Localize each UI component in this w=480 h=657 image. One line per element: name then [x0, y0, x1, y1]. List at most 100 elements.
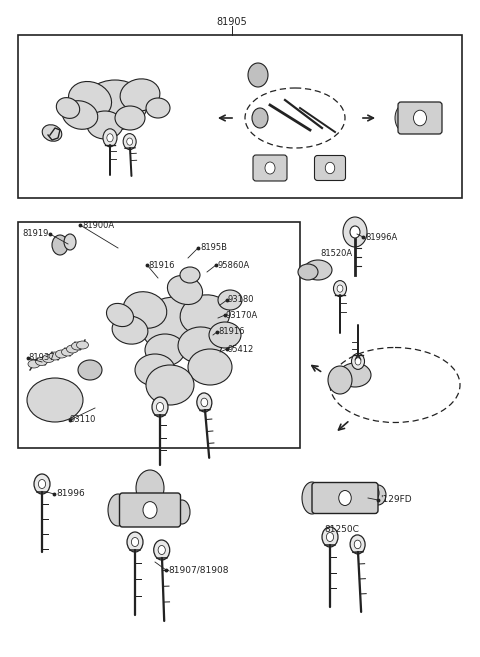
Ellipse shape	[355, 358, 361, 365]
Ellipse shape	[413, 110, 427, 125]
Ellipse shape	[34, 474, 50, 494]
Ellipse shape	[107, 304, 133, 327]
Ellipse shape	[103, 129, 117, 147]
Ellipse shape	[154, 540, 170, 560]
Ellipse shape	[197, 393, 212, 412]
Ellipse shape	[72, 342, 84, 350]
Text: 93110: 93110	[70, 415, 96, 424]
Text: '129FD: '129FD	[380, 495, 412, 505]
Text: 81996A: 81996A	[365, 233, 397, 242]
Ellipse shape	[326, 533, 334, 541]
Text: 95860A: 95860A	[217, 260, 249, 269]
Ellipse shape	[123, 292, 167, 328]
Ellipse shape	[168, 275, 203, 305]
Ellipse shape	[28, 360, 40, 368]
Ellipse shape	[265, 162, 275, 174]
FancyBboxPatch shape	[312, 482, 378, 514]
Ellipse shape	[107, 134, 113, 142]
FancyBboxPatch shape	[120, 493, 180, 527]
Ellipse shape	[83, 80, 147, 130]
Ellipse shape	[339, 491, 351, 505]
Ellipse shape	[76, 341, 88, 349]
Text: 81520A: 81520A	[320, 248, 352, 258]
Ellipse shape	[127, 532, 143, 552]
Ellipse shape	[369, 486, 379, 500]
Ellipse shape	[140, 297, 210, 353]
Ellipse shape	[334, 281, 347, 296]
Ellipse shape	[180, 295, 230, 335]
Ellipse shape	[56, 98, 80, 118]
Ellipse shape	[370, 485, 386, 505]
FancyBboxPatch shape	[398, 102, 442, 134]
Ellipse shape	[304, 260, 332, 280]
Ellipse shape	[174, 500, 190, 524]
Ellipse shape	[146, 365, 194, 405]
Ellipse shape	[395, 104, 415, 132]
Text: 93180: 93180	[228, 296, 254, 304]
Ellipse shape	[252, 108, 268, 128]
Ellipse shape	[135, 354, 175, 386]
Ellipse shape	[343, 217, 367, 247]
Ellipse shape	[156, 403, 164, 411]
Ellipse shape	[115, 106, 145, 130]
Ellipse shape	[350, 226, 360, 238]
Ellipse shape	[218, 290, 242, 310]
Ellipse shape	[180, 267, 200, 283]
Text: 81919: 81919	[22, 229, 48, 238]
Ellipse shape	[56, 350, 68, 358]
Text: 95412: 95412	[228, 344, 254, 353]
Ellipse shape	[67, 345, 79, 353]
Ellipse shape	[209, 322, 241, 348]
Ellipse shape	[120, 79, 160, 111]
Ellipse shape	[36, 357, 48, 365]
FancyBboxPatch shape	[314, 156, 346, 181]
Ellipse shape	[132, 537, 139, 547]
Ellipse shape	[78, 360, 102, 380]
Ellipse shape	[328, 366, 352, 394]
Ellipse shape	[201, 398, 208, 407]
Ellipse shape	[354, 540, 361, 549]
Text: 81916: 81916	[148, 260, 175, 269]
Ellipse shape	[325, 162, 335, 173]
Ellipse shape	[43, 355, 55, 363]
Ellipse shape	[38, 480, 46, 489]
Text: 8195B: 8195B	[200, 244, 227, 252]
Ellipse shape	[108, 494, 128, 526]
Ellipse shape	[350, 535, 365, 554]
Ellipse shape	[27, 378, 83, 422]
Ellipse shape	[339, 363, 371, 387]
Ellipse shape	[42, 125, 62, 141]
Ellipse shape	[112, 316, 148, 344]
Ellipse shape	[69, 81, 111, 118]
Ellipse shape	[61, 348, 73, 356]
Ellipse shape	[145, 334, 185, 366]
Ellipse shape	[52, 235, 68, 255]
Ellipse shape	[188, 349, 232, 385]
Text: 81937: 81937	[28, 353, 55, 363]
Ellipse shape	[143, 501, 157, 518]
Text: 81996: 81996	[56, 489, 85, 499]
Ellipse shape	[322, 527, 338, 547]
Ellipse shape	[64, 234, 76, 250]
Text: 81905: 81905	[216, 17, 247, 27]
Ellipse shape	[146, 98, 170, 118]
Ellipse shape	[123, 133, 136, 150]
Ellipse shape	[178, 327, 222, 363]
Text: 81250C: 81250C	[324, 526, 359, 535]
Ellipse shape	[158, 545, 165, 555]
Ellipse shape	[248, 63, 268, 87]
Ellipse shape	[49, 352, 61, 360]
Text: 81916: 81916	[218, 327, 244, 336]
Text: 81907/81908: 81907/81908	[168, 566, 228, 574]
Ellipse shape	[136, 470, 164, 506]
Ellipse shape	[87, 111, 123, 139]
Ellipse shape	[298, 264, 318, 280]
FancyBboxPatch shape	[253, 155, 287, 181]
Ellipse shape	[127, 138, 132, 145]
Text: 93170A: 93170A	[226, 311, 258, 319]
Ellipse shape	[302, 482, 322, 514]
Ellipse shape	[62, 101, 98, 129]
Ellipse shape	[337, 285, 343, 292]
Text: 81900A: 81900A	[82, 221, 114, 229]
Ellipse shape	[351, 353, 364, 369]
